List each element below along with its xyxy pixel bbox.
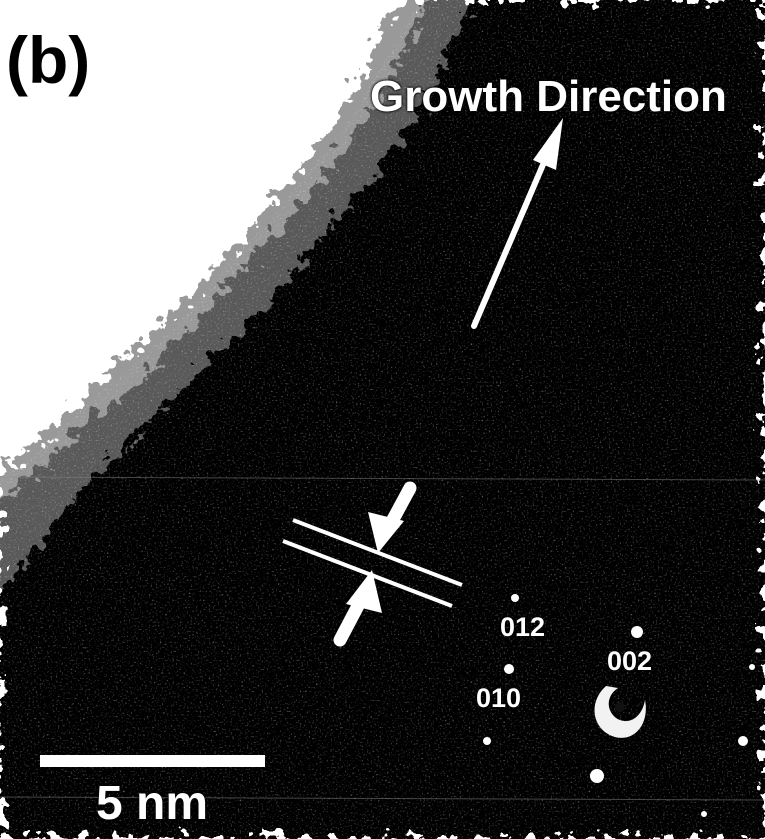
- central-beam: [594, 686, 646, 738]
- spacing-arrow-lower: [333, 570, 382, 647]
- spacing-arrow-upper: [368, 481, 417, 553]
- scan-line: [0, 476, 765, 481]
- scan-line: [0, 796, 765, 801]
- lattice-spacing-marker: [282, 518, 463, 608]
- diffraction-spot: [590, 769, 604, 783]
- diffraction-spot: [483, 737, 491, 745]
- diffraction-label-002: 002: [607, 646, 653, 676]
- panel-label: (b): [6, 23, 91, 97]
- scale-bar: [40, 755, 265, 767]
- diffraction-spot: [511, 594, 519, 602]
- diffraction-pattern: [483, 594, 755, 817]
- diffraction-spot: [701, 811, 707, 817]
- scale-bar-label: 5 nm: [96, 777, 209, 830]
- diffraction-label-012: 012: [500, 612, 546, 642]
- diffraction-spot: [738, 736, 748, 746]
- diffraction-label-010: 010: [476, 683, 522, 713]
- growth-direction-arrow: [471, 118, 563, 329]
- central-beam-core: [615, 702, 625, 712]
- diffraction-spot: [749, 664, 755, 670]
- growth-direction-label: Growth Direction: [370, 72, 727, 121]
- diffraction-spot: [631, 626, 643, 638]
- diffraction-spot: [504, 664, 514, 674]
